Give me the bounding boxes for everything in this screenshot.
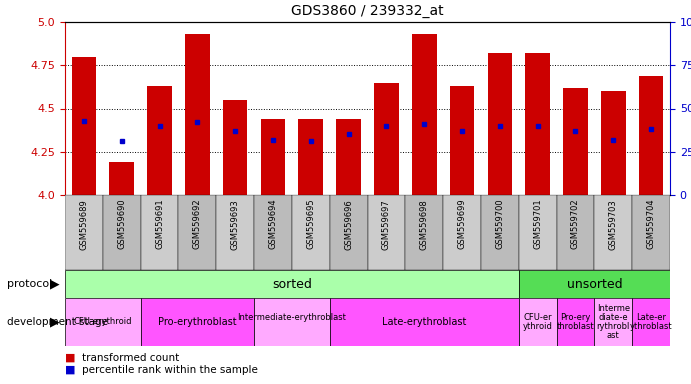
Text: Intermediate-erythroblast: Intermediate-erythroblast	[238, 313, 346, 331]
Bar	[292, 195, 330, 270]
Bar	[141, 298, 254, 346]
Text: GSM559691: GSM559691	[155, 199, 164, 249]
Text: transformed count: transformed count	[82, 353, 180, 363]
Bar	[594, 195, 632, 270]
Text: GSM559696: GSM559696	[344, 199, 353, 250]
Bar	[488, 53, 512, 195]
Bar	[103, 195, 141, 270]
Text: GSM559697: GSM559697	[382, 199, 391, 250]
Text: GSM559692: GSM559692	[193, 199, 202, 249]
Bar	[65, 298, 141, 346]
Text: GSM559700: GSM559700	[495, 199, 504, 249]
Text: sorted: sorted	[272, 278, 312, 291]
Bar	[261, 119, 285, 195]
Text: Pro-ery
throblast: Pro-ery throblast	[557, 313, 594, 331]
Bar	[632, 195, 670, 270]
Text: GSM559690: GSM559690	[117, 199, 126, 249]
Bar	[374, 83, 399, 195]
Bar	[519, 195, 556, 270]
Text: GSM559701: GSM559701	[533, 199, 542, 249]
Text: ▶: ▶	[50, 316, 60, 328]
Bar	[368, 195, 406, 270]
Text: Interme
diate-e
rythrobl
ast: Interme diate-e rythrobl ast	[596, 304, 630, 340]
Text: GSM559693: GSM559693	[231, 199, 240, 250]
Text: GSM559694: GSM559694	[269, 199, 278, 249]
Text: GSM559703: GSM559703	[609, 199, 618, 250]
Bar	[519, 270, 670, 298]
Text: CFU-er
ythroid: CFU-er ythroid	[522, 313, 553, 331]
Text: protocol: protocol	[7, 279, 52, 289]
Bar	[519, 298, 556, 346]
Bar	[412, 34, 437, 195]
Text: GSM559702: GSM559702	[571, 199, 580, 249]
Bar	[601, 91, 625, 195]
Bar	[299, 119, 323, 195]
Bar	[141, 195, 178, 270]
Text: GSM559695: GSM559695	[306, 199, 315, 249]
Bar	[556, 298, 594, 346]
Bar	[481, 195, 519, 270]
Text: Pro-erythroblast: Pro-erythroblast	[158, 317, 236, 327]
Text: GSM559699: GSM559699	[457, 199, 466, 249]
Bar	[563, 88, 588, 195]
Text: GSM559704: GSM559704	[647, 199, 656, 249]
Text: Late-er
ythroblast: Late-er ythroblast	[630, 313, 672, 331]
Bar	[330, 195, 368, 270]
Bar	[254, 298, 330, 346]
Bar	[254, 195, 292, 270]
Text: Late-erythroblast: Late-erythroblast	[382, 317, 466, 327]
Bar	[443, 195, 481, 270]
Bar	[72, 56, 96, 195]
Title: GDS3860 / 239332_at: GDS3860 / 239332_at	[291, 4, 444, 18]
Bar	[525, 53, 550, 195]
Text: percentile rank within the sample: percentile rank within the sample	[82, 365, 258, 375]
Bar	[147, 86, 172, 195]
Bar	[638, 76, 663, 195]
Bar	[406, 195, 443, 270]
Bar	[330, 298, 519, 346]
Bar	[216, 195, 254, 270]
Bar	[337, 119, 361, 195]
Bar	[65, 195, 103, 270]
Text: ■: ■	[65, 365, 75, 375]
Bar	[594, 298, 632, 346]
Bar	[65, 270, 519, 298]
Text: CFU-erythroid: CFU-erythroid	[73, 318, 132, 326]
Text: development stage: development stage	[7, 317, 108, 327]
Bar	[185, 34, 209, 195]
Bar	[556, 195, 594, 270]
Bar	[450, 86, 474, 195]
Text: unsorted: unsorted	[567, 278, 622, 291]
Text: GSM559698: GSM559698	[419, 199, 428, 250]
Text: ■: ■	[65, 353, 75, 363]
Bar	[178, 195, 216, 270]
Bar	[109, 162, 134, 195]
Bar	[223, 100, 247, 195]
Bar	[632, 298, 670, 346]
Text: ▶: ▶	[50, 278, 60, 291]
Text: GSM559689: GSM559689	[79, 199, 88, 250]
